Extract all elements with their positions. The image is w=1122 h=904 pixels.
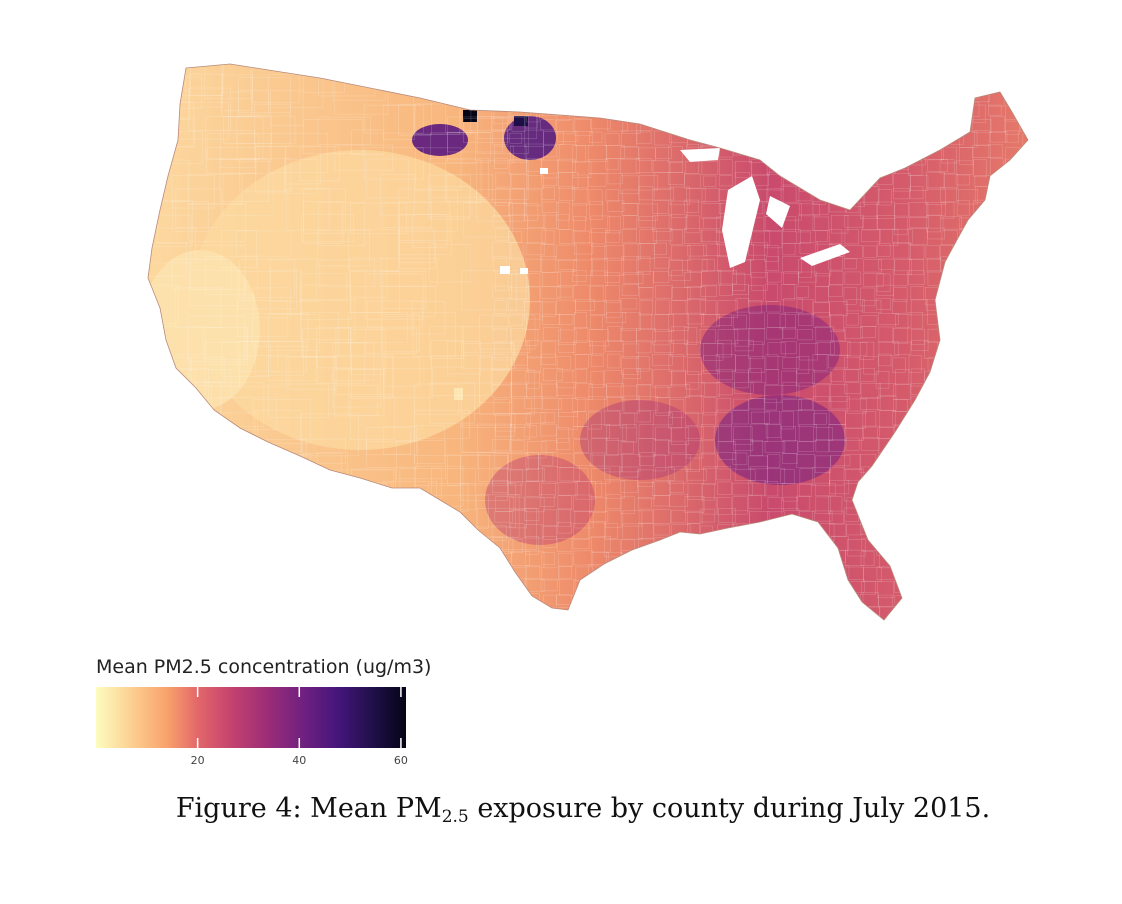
legend-tick-label: 20 xyxy=(190,754,205,767)
figure-caption: Figure 4: Mean PM2.5 exposure by county … xyxy=(0,793,1122,827)
caption-subscript: 2.5 xyxy=(441,807,469,827)
caption-prefix: Figure 4: Mean PM xyxy=(175,793,442,824)
us-county-choropleth-map xyxy=(147,63,1029,621)
caption-suffix: exposure by county during July 2015. xyxy=(468,793,991,824)
legend-tick-labels: 20 40 60 xyxy=(96,748,408,772)
legend-color-bar xyxy=(96,687,406,748)
legend-tick-label: 40 xyxy=(292,754,307,767)
legend-title: Mean PM2.5 concentration (ug/m3) xyxy=(96,656,432,678)
legend-tick-label: 60 xyxy=(393,754,408,767)
